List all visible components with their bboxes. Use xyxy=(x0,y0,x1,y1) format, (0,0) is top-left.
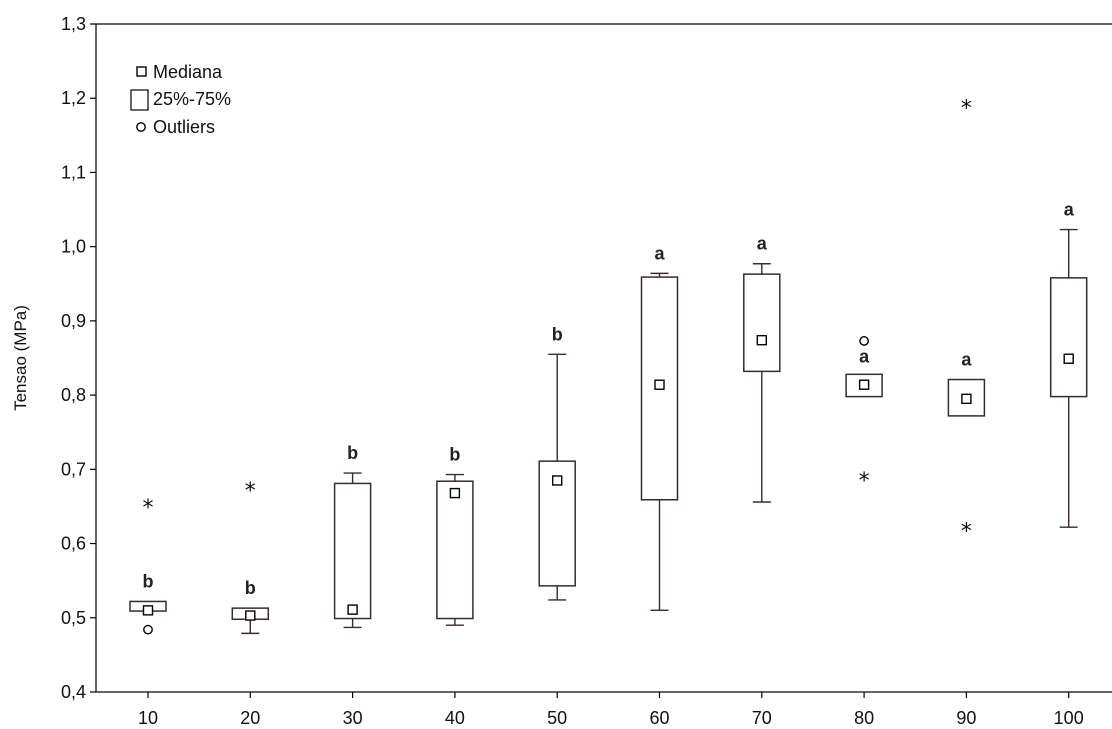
box-group-80: *a xyxy=(845,336,883,494)
y-tick-label: 0,4 xyxy=(61,682,86,702)
y-tick-label: 0,5 xyxy=(61,608,86,628)
y-tick-label: 1,1 xyxy=(61,162,86,182)
x-tick-label: 60 xyxy=(649,708,669,728)
median-marker xyxy=(142,605,154,616)
y-tick-label: 0,9 xyxy=(61,311,86,331)
median-marker xyxy=(347,604,358,615)
median-marker xyxy=(961,393,972,405)
iqr-box xyxy=(436,480,474,620)
median-marker xyxy=(449,487,461,499)
legend-iqr-label: 25%-75% xyxy=(153,89,231,109)
x-axis: 10 20 30 40 50 60 70 80 90 100 xyxy=(138,692,1084,728)
box-group-10: *b xyxy=(129,496,167,635)
y-tick-label: 0,6 xyxy=(61,534,86,554)
y-tick-label: 1,3 xyxy=(61,14,86,34)
x-tick-label: 30 xyxy=(343,708,363,728)
x-tick-label: 50 xyxy=(547,708,567,728)
iqr-box xyxy=(743,273,781,373)
median-marker xyxy=(654,379,665,390)
group-letter: a xyxy=(1064,200,1075,220)
extreme-point: * xyxy=(961,97,972,122)
extreme-point: * xyxy=(143,496,154,521)
box-group-20: *b xyxy=(231,479,270,635)
box-series: *b*bb bba a*a**aa xyxy=(129,97,1088,635)
box-group-70: a xyxy=(743,234,781,503)
legend-iqr-icon xyxy=(130,89,149,111)
plot-area-frame xyxy=(95,23,1112,693)
box-group-40: b xyxy=(436,445,474,626)
extreme-point: * xyxy=(245,479,256,504)
y-tick-label: 1,0 xyxy=(61,237,86,257)
y-tick-label: 1,2 xyxy=(61,88,86,108)
y-axis-label: Tensao (MPa) xyxy=(11,305,30,411)
outlier-point xyxy=(859,336,869,346)
box-group-50: b xyxy=(538,324,576,601)
box-group-100: a xyxy=(1049,200,1088,528)
group-letter: b xyxy=(143,571,154,591)
median-marker xyxy=(1063,353,1074,364)
group-letter: b xyxy=(245,578,256,598)
x-tick-label: 90 xyxy=(956,708,976,728)
legend-outlier-icon xyxy=(136,122,146,132)
legend-outlier-label: Outliers xyxy=(153,117,215,137)
legend-median-icon xyxy=(136,66,147,77)
y-axis: 0,4 0,5 0,6 0,7 0,8 0,9 1,0 1,1 1,2 1,3 xyxy=(61,14,96,702)
group-letter: b xyxy=(552,324,563,344)
x-tick-label: 80 xyxy=(854,708,874,728)
iqr-box xyxy=(1049,277,1088,398)
box-group-60: a xyxy=(640,243,679,612)
median-marker xyxy=(245,610,256,621)
median-marker xyxy=(858,379,870,390)
group-letter: a xyxy=(654,243,665,263)
legend-median-label: Mediana xyxy=(153,62,223,82)
box-group-90: * * a xyxy=(947,97,986,545)
median-marker xyxy=(552,475,563,486)
extreme-point: * xyxy=(859,469,870,494)
group-letter: b xyxy=(449,445,460,465)
iqr-box xyxy=(333,482,372,620)
outlier-point xyxy=(143,624,153,635)
legend: Mediana 25%-75% Outliers xyxy=(130,62,231,137)
x-tick-label: 20 xyxy=(240,708,260,728)
x-tick-label: 40 xyxy=(445,708,465,728)
x-tick-label: 70 xyxy=(752,708,772,728)
y-tick-label: 0,7 xyxy=(61,459,86,479)
y-tick-label: 0,8 xyxy=(61,385,86,405)
group-letter: b xyxy=(347,443,358,463)
x-tick-label: 100 xyxy=(1054,708,1084,728)
x-tick-label: 10 xyxy=(138,708,158,728)
group-letter: a xyxy=(757,234,768,254)
box-group-30: b xyxy=(333,443,372,629)
extreme-point: * xyxy=(961,520,972,545)
group-letter: a xyxy=(961,350,972,370)
median-marker xyxy=(756,334,767,346)
group-letter: a xyxy=(859,346,870,366)
